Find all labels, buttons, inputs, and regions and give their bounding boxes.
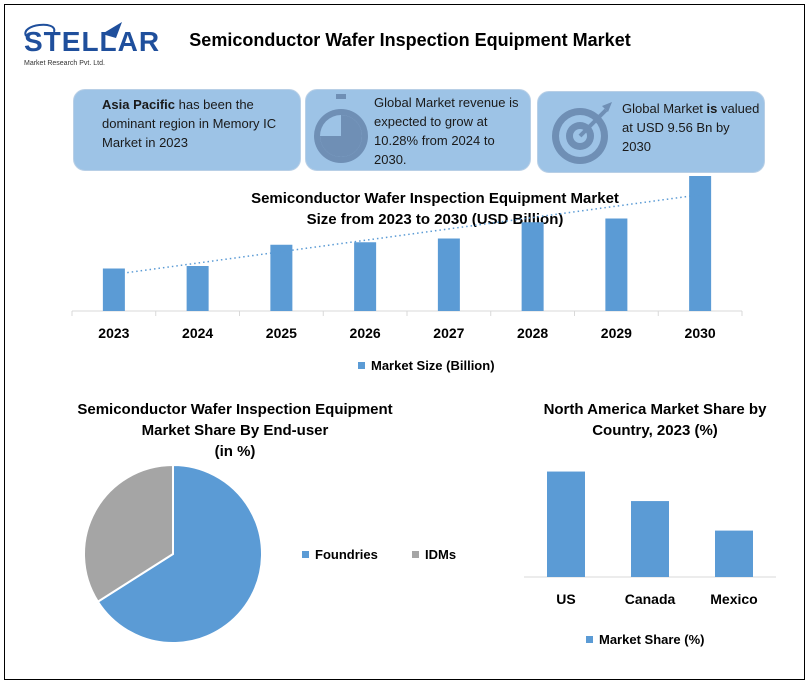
stopwatch-icon	[314, 94, 368, 163]
end-user-chart-title: Semiconductor Wafer Inspection Equipment…	[40, 399, 430, 462]
pie-legend-idms: IDMs	[412, 547, 456, 562]
info-card-text: Global Market revenue is expected to gro…	[374, 95, 519, 167]
legend-label: Market Share (%)	[599, 632, 705, 647]
end-user-title-line1: Semiconductor Wafer Inspection Equipment	[77, 401, 393, 418]
logo-subtitle: Market Research Pvt. Ltd.	[24, 60, 105, 67]
market-size-title-line1: Semiconductor Wafer Inspection Equipment…	[251, 190, 619, 207]
legend-swatch	[412, 551, 419, 558]
info-card-growth: Global Market revenue is expected to gro…	[305, 89, 531, 171]
info-card-text: Global Market is valued at USD 9.56 Bn b…	[622, 100, 760, 157]
legend-label: Market Size (Billion)	[371, 358, 495, 373]
legend-swatch	[358, 362, 365, 369]
page-title: Semiconductor Wafer Inspection Equipment…	[189, 30, 631, 50]
info-card-body: has been the dominant region in Memory I…	[102, 97, 277, 150]
north-america-chart-title: North America Market Share by Country, 2…	[520, 399, 790, 441]
stellar-logo: STELLAR Market Research Pvt. Ltd.	[18, 20, 159, 80]
info-card-body: valued at USD 9.56 Bn by 2030	[622, 101, 760, 154]
info-card-bold: is	[706, 101, 718, 116]
info-card-valuation: Global Market is valued at USD 9.56 Bn b…	[537, 91, 765, 173]
end-user-title-line2: Market Share By End-user	[141, 422, 329, 439]
market-size-chart-title: Semiconductor Wafer Inspection Equipment…	[190, 188, 680, 230]
legend-label: Foundries	[315, 547, 378, 562]
north-america-title-line2: Country, 2023 (%)	[592, 422, 718, 439]
north-america-title-line1: North America Market Share by	[543, 401, 767, 418]
target-icon	[552, 102, 612, 164]
north-america-legend: Market Share (%)	[586, 632, 704, 647]
info-card-text: Asia Pacific has been the dominant regio…	[102, 96, 292, 153]
end-user-title-line3: (in %)	[214, 443, 256, 460]
info-card-bold: Asia Pacific	[102, 97, 175, 112]
info-card-pre: Global Market	[622, 101, 707, 116]
market-size-title-line2: Size from 2023 to 2030 (USD Billion)	[306, 211, 564, 228]
pie-legend-foundries: Foundries	[302, 547, 378, 562]
market-size-legend: Market Size (Billion)	[358, 358, 495, 373]
logo-mark	[24, 22, 122, 38]
legend-swatch	[586, 636, 593, 643]
info-card-asia-pacific: Asia Pacific has been the dominant regio…	[73, 89, 301, 171]
legend-label: IDMs	[425, 547, 457, 562]
logo-text: STELLAR	[24, 26, 161, 57]
legend-swatch	[302, 551, 309, 558]
